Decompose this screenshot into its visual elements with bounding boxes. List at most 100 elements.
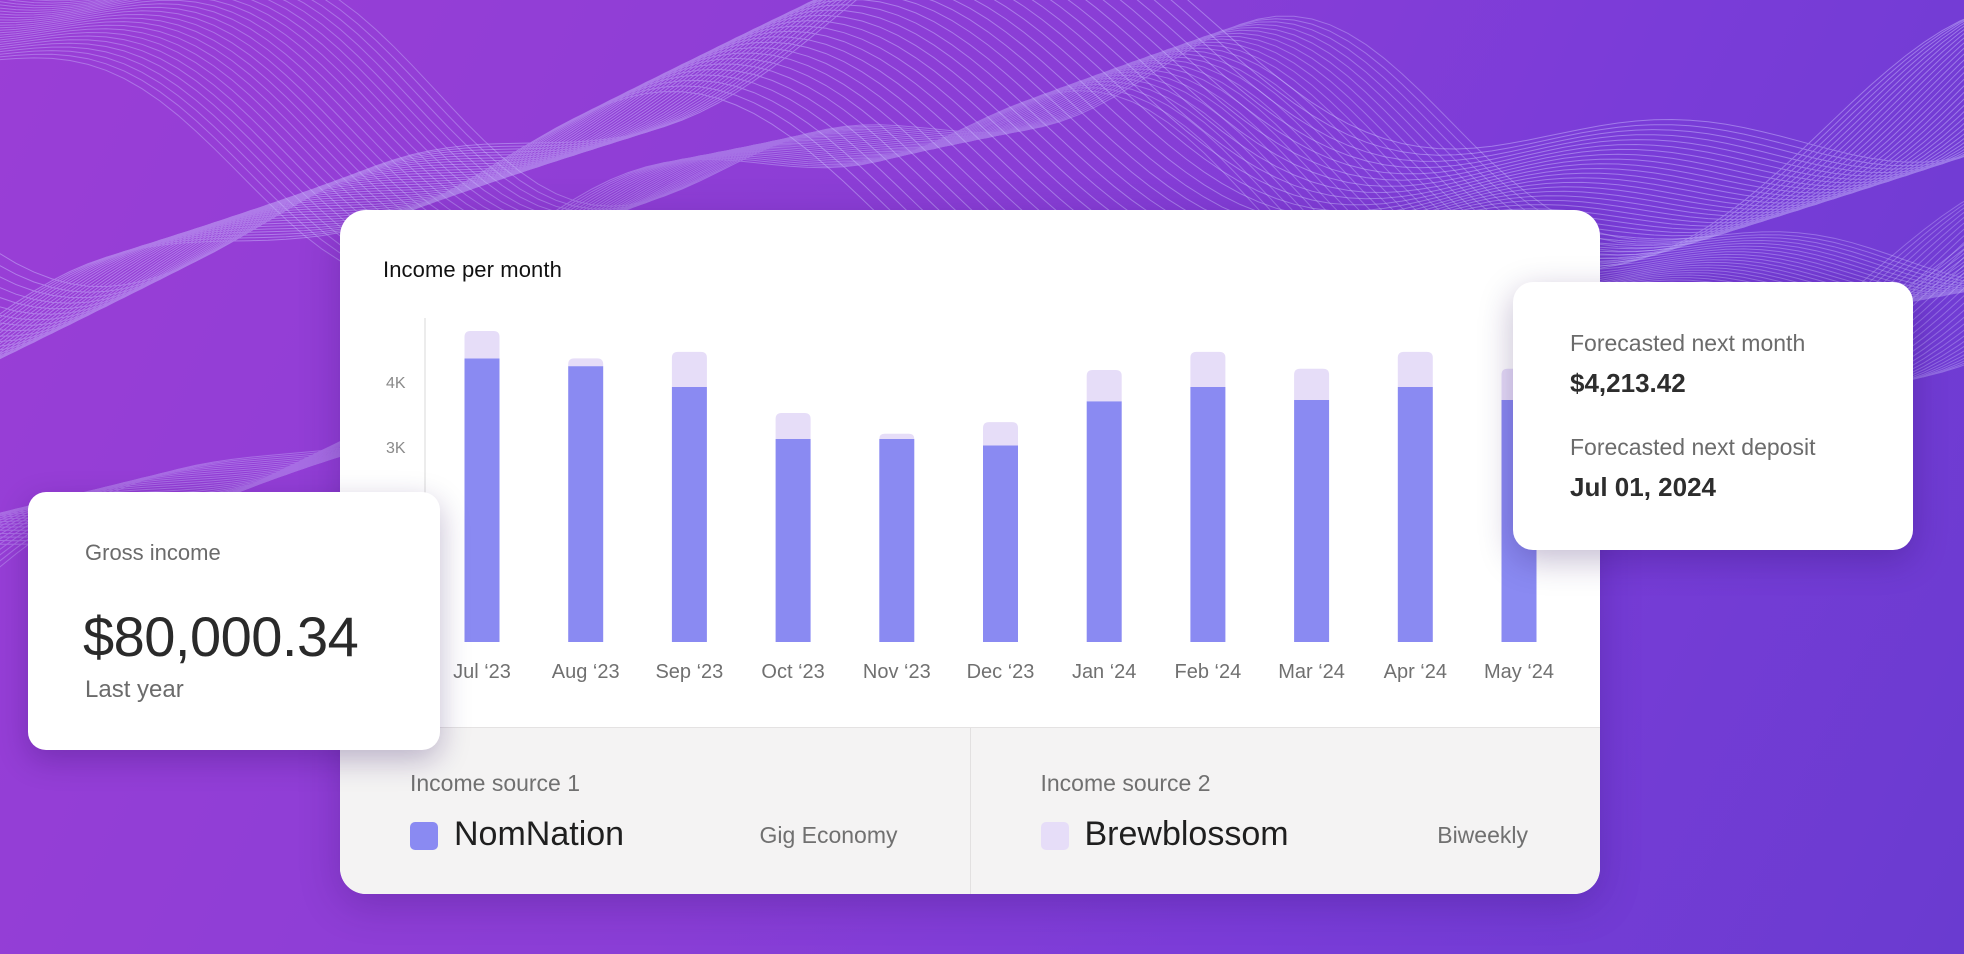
income-sources-panel: Income source 1 NomNation Gig Economy In… xyxy=(340,727,1600,894)
forecast-month-value: $4,213.42 xyxy=(1570,368,1686,398)
bar-group[interactable] xyxy=(775,412,811,642)
wave-line xyxy=(0,42,1964,345)
wave-line xyxy=(0,30,1964,354)
wave-line xyxy=(6,0,1964,284)
bar-segment-brewblossom[interactable] xyxy=(1294,368,1330,400)
x-tick-label: Jul ‘23 xyxy=(453,661,511,683)
wave-line xyxy=(0,0,1964,358)
wave-line xyxy=(0,0,1964,292)
bar-group[interactable] xyxy=(1190,351,1226,642)
bar-segment-brewblossom[interactable] xyxy=(1397,351,1433,387)
bar-group[interactable] xyxy=(1086,370,1122,642)
wave-line xyxy=(0,6,1964,299)
bar-segment-brewblossom[interactable] xyxy=(1086,370,1122,402)
wave-line xyxy=(0,0,1964,296)
y-tick-label: 4K xyxy=(386,375,406,392)
bar-segment-brewblossom[interactable] xyxy=(983,422,1018,446)
wave-line xyxy=(0,0,1964,332)
wave-line xyxy=(0,0,1964,288)
wave-line xyxy=(30,0,1964,282)
wave-line xyxy=(0,0,1964,310)
gross-income-label: Gross income xyxy=(85,540,221,565)
wave-line xyxy=(0,20,1964,358)
wave-line xyxy=(0,4,1964,360)
wave-line xyxy=(0,0,1964,357)
wave-line xyxy=(0,0,1964,294)
wave-line xyxy=(0,31,1964,309)
bar-group[interactable] xyxy=(671,351,707,642)
bar-segment-nomnation[interactable] xyxy=(775,439,811,642)
wave-line xyxy=(0,0,1964,295)
wave-line xyxy=(0,0,1964,321)
gross-income-period: Last year xyxy=(85,676,184,703)
chart-title: Income per month xyxy=(383,257,562,282)
income-source-1-label: Income source 1 xyxy=(410,770,581,796)
wave-line xyxy=(0,41,1964,348)
x-tick-label: Mar ‘24 xyxy=(1278,661,1345,683)
bar-segment-nomnation[interactable] xyxy=(983,445,1018,642)
x-tick-label: May ‘24 xyxy=(1484,661,1554,683)
bar-segment-nomnation[interactable] xyxy=(1086,401,1122,642)
wave-line xyxy=(0,28,1964,308)
wave-line xyxy=(0,0,1964,359)
income-source-2-label: Income source 2 xyxy=(1040,770,1211,796)
forecast-month-label: Forecasted next month xyxy=(1570,330,1806,356)
wave-line xyxy=(0,0,1964,304)
bar-group[interactable] xyxy=(1397,351,1433,642)
wave-line xyxy=(0,0,1964,354)
bar-group[interactable] xyxy=(1294,368,1330,642)
wave-line xyxy=(0,37,1964,341)
wave-line xyxy=(0,13,1964,302)
bar-segment-nomnation[interactable] xyxy=(671,386,707,642)
wave-line xyxy=(0,0,1964,299)
income-source-1-name: NomNation xyxy=(454,815,625,853)
forecast-deposit-label: Forecasted next deposit xyxy=(1570,434,1816,460)
wave-line xyxy=(0,21,1964,305)
income-source-1-color-swatch xyxy=(410,822,438,850)
wave-line xyxy=(0,3,1964,298)
forecast-card: Forecasted next month $4,213.42 Forecast… xyxy=(1513,282,1913,550)
wave-line xyxy=(0,0,1964,287)
bar-segment-nomnation[interactable] xyxy=(1294,399,1330,642)
wave-line xyxy=(0,17,1964,304)
x-tick-label: Oct ‘23 xyxy=(761,661,824,683)
bar-segment-brewblossom[interactable] xyxy=(1190,351,1226,387)
bar-segment-nomnation[interactable] xyxy=(568,366,604,642)
bar-segment-nomnation[interactable] xyxy=(879,439,915,642)
wave-line xyxy=(0,36,1964,351)
bar-segment-brewblossom[interactable] xyxy=(671,351,707,387)
wave-line xyxy=(0,0,1964,315)
y-tick-label: 3K xyxy=(386,440,406,457)
wave-line xyxy=(338,0,1964,279)
bar-segment-brewblossom[interactable] xyxy=(879,433,915,440)
x-tick-label: Nov ‘23 xyxy=(863,661,931,683)
gross-income-card: Gross income $80,000.34 Last year xyxy=(28,492,440,750)
bar-segment-nomnation[interactable] xyxy=(464,358,500,642)
income-source-2-name: Brewblossom xyxy=(1084,815,1289,853)
x-tick-label: Feb ‘24 xyxy=(1175,661,1242,683)
bar-segment-brewblossom[interactable] xyxy=(775,412,811,440)
wave-line xyxy=(0,0,1964,347)
bar-segment-brewblossom[interactable] xyxy=(568,358,604,367)
gross-income-value: $80,000.34 xyxy=(83,605,359,668)
wave-line xyxy=(0,0,1964,337)
wave-line xyxy=(0,0,1964,343)
x-tick-label: Dec ‘23 xyxy=(967,661,1035,683)
bar-group[interactable] xyxy=(983,422,1018,642)
bar-group[interactable] xyxy=(464,331,500,642)
wave-line xyxy=(0,14,1964,359)
bar-group[interactable] xyxy=(879,433,915,642)
income-source-1[interactable]: Income source 1 NomNation Gig Economy xyxy=(340,728,970,894)
bar-group[interactable] xyxy=(568,358,604,642)
x-tick-label: Jan ‘24 xyxy=(1072,661,1137,683)
income-source-2-tag: Biweekly xyxy=(1437,822,1528,848)
wave-line xyxy=(0,0,1964,289)
x-tick-label: Sep ‘23 xyxy=(655,661,723,683)
income-chart-card: Income per month 3K 4K Jul ‘23 Aug ‘23 Sep ‘… xyxy=(340,210,1600,894)
bar-segment-nomnation[interactable] xyxy=(1397,386,1433,642)
bar-segment-nomnation[interactable] xyxy=(1190,386,1226,642)
income-source-2[interactable]: Income source 2 Brewblossom Biweekly xyxy=(969,728,1601,894)
bar-segment-brewblossom[interactable] xyxy=(464,331,500,359)
wave-line xyxy=(0,0,1964,326)
wave-line xyxy=(0,0,1964,351)
